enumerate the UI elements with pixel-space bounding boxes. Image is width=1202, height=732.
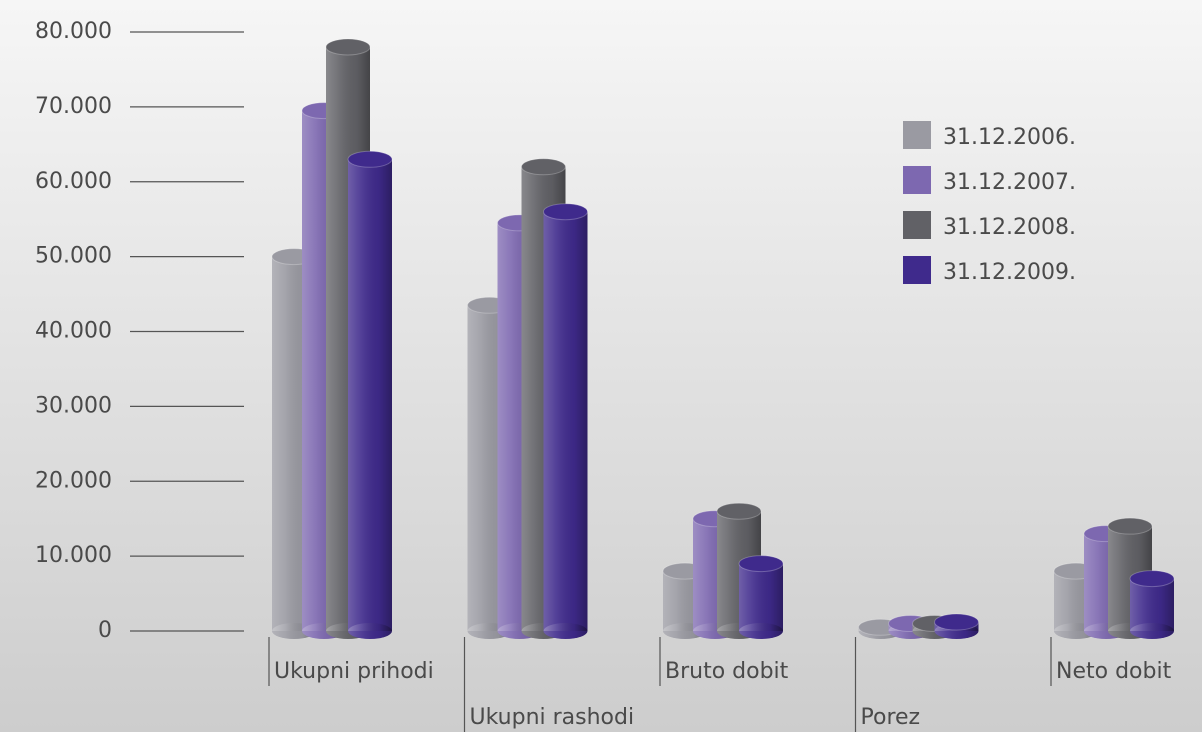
x-tick-label: Neto dobit <box>1056 659 1172 684</box>
x-tick-label: Bruto dobit <box>665 659 789 684</box>
legend-swatch <box>903 166 931 194</box>
bar <box>738 555 784 639</box>
legend-label: 31.12.2009. <box>943 260 1076 285</box>
bar <box>543 203 588 639</box>
bar <box>347 150 393 639</box>
y-tick-label: 80.000 <box>35 19 112 44</box>
legend-label: 31.12.2006. <box>943 125 1076 150</box>
bar-cap <box>1107 517 1153 535</box>
y-tick-label: 30.000 <box>35 393 112 418</box>
bar-cap <box>1129 570 1175 588</box>
x-tick-label: Porez <box>861 705 921 730</box>
bar-base-shade <box>543 623 588 639</box>
bar <box>1129 570 1175 639</box>
y-tick-label: 20.000 <box>35 468 112 493</box>
bar-shade <box>543 211 588 631</box>
x-tick-label: Ukupni rashodi <box>470 705 635 730</box>
bar <box>934 613 979 639</box>
bar-shade <box>739 563 783 631</box>
legend-label: 31.12.2007. <box>943 170 1076 195</box>
bar-shade <box>348 159 392 631</box>
bar-cap <box>543 203 588 221</box>
bar-base-shade <box>348 623 392 639</box>
y-tick-label: 0 <box>98 618 112 643</box>
bar-cap <box>347 150 393 168</box>
y-tick-label: 60.000 <box>35 169 112 194</box>
x-tick-label: Ukupni prihodi <box>274 659 434 684</box>
bar-cap <box>521 158 566 176</box>
legend-swatch <box>903 211 931 239</box>
legend-swatch <box>903 121 931 149</box>
bar-base-shade <box>739 623 783 639</box>
legend-swatch <box>903 256 931 284</box>
y-tick-label: 10.000 <box>35 543 112 568</box>
bar-base-shade <box>1130 623 1174 639</box>
y-tick-label: 50.000 <box>35 244 112 269</box>
legend-label: 31.12.2008. <box>943 215 1076 240</box>
bar-cap <box>738 555 784 573</box>
bar-cap <box>716 502 762 520</box>
bar-cap <box>325 38 371 56</box>
bar-cap <box>934 613 979 631</box>
y-tick-label: 40.000 <box>35 319 112 344</box>
bar-shade <box>1130 578 1174 631</box>
y-tick-label: 70.000 <box>35 94 112 119</box>
